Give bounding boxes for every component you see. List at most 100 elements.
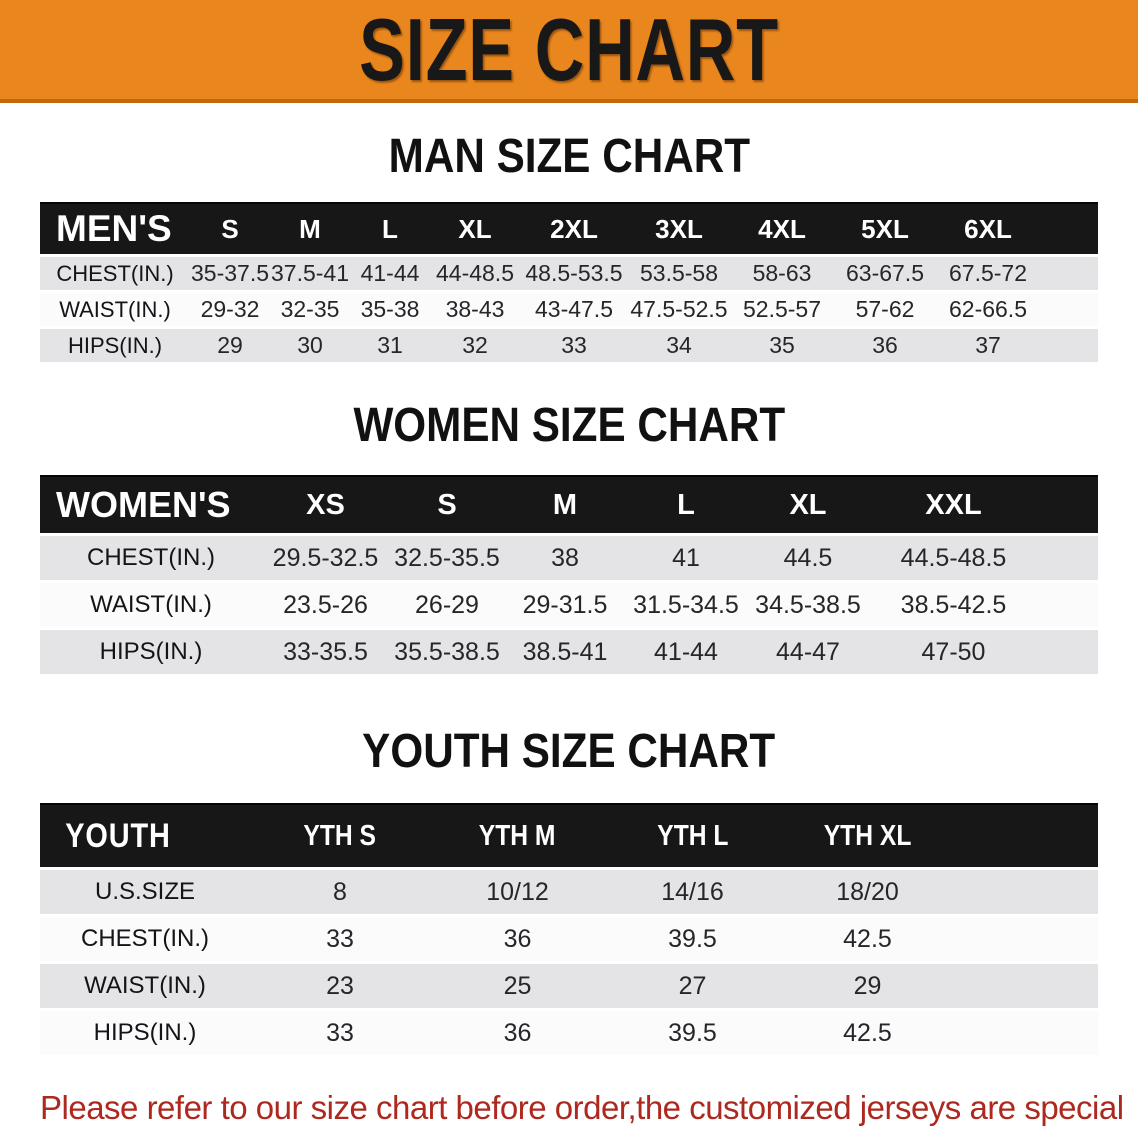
youth-column-header-text: YTH S [303,819,377,852]
men-size-cell: 67.5-72 [936,254,1040,292]
youth-size-cell: 18/20 [780,867,955,916]
women-column-header-text: M [552,488,578,521]
youth-size-cell-text: 42.5 [843,924,892,953]
men-size-cell-text: 33 [561,332,587,358]
women-size-cell: 41-44 [625,627,747,674]
youth-row-label: U.S.SIZE [40,867,250,916]
men-table-label: MEN'S [40,202,190,257]
women-size-cell-text: 38.5-42.5 [900,590,1007,619]
women-size-cell: 44.5 [747,533,869,582]
youth-size-cell-text: 36 [503,1018,532,1047]
youth-size-cell-text: 39.5 [668,1018,717,1047]
men-size-cell: 34 [628,326,730,362]
youth-size-cell: 10/12 [430,867,605,916]
men-column-header: XL [430,202,520,257]
women-section-heading: WOMEN SIZE CHART [0,398,1138,453]
youth-table-row: WAIST(IN.) 23 25 27 29 [40,961,1098,1010]
youth-size-cell-text: 33 [326,924,354,953]
youth-size-cell: 33 [250,914,430,963]
men-cell-spacer [1040,290,1098,328]
women-size-cell: 26-29 [389,580,505,629]
youth-section-heading: YOUTH SIZE CHART [0,724,1138,779]
youth-column-header: YTH M [430,803,605,870]
men-column-header: M [270,202,350,257]
youth-cell-spacer [955,961,1098,1010]
men-column-header: 2XL [520,202,628,257]
women-column-header-text: XL [789,488,827,521]
men-size-cell: 32 [430,326,520,362]
women-size-cell-text: 44-47 [776,637,840,666]
youth-size-cell-text: 36 [503,924,532,953]
youth-table-row: U.S.SIZE 8 10/12 14/16 18/20 [40,867,1098,916]
youth-header-spacer [955,803,1098,870]
youth-row-label-text: CHEST(IN.) [81,925,209,952]
youth-size-cell-text: 27 [678,971,707,1000]
women-size-cell-text: 32.5-35.5 [394,543,500,572]
youth-table-label-text: YOUTH [65,816,171,855]
men-table-label-text: MEN'S [56,208,172,249]
men-column-header-text: 5XL [861,213,909,244]
women-table-row: CHEST(IN.) 29.5-32.5 32.5-35.5 38 41 44.5 44.5… [40,533,1098,582]
men-size-cell-text: 48.5-53.5 [525,260,623,286]
men-size-cell-text: 62-66.5 [948,296,1027,322]
youth-size-cell-text: 25 [503,971,532,1000]
youth-size-cell: 27 [605,961,780,1010]
women-size-cell: 38.5-41 [505,627,625,674]
youth-size-cell: 33 [250,1008,430,1055]
banner-title: SIZE CHART [359,0,779,99]
men-column-header-text: 4XL [758,213,806,244]
men-row-label: HIPS(IN.) [40,326,190,362]
men-size-cell-text: 36 [872,332,898,358]
men-size-cell: 35 [730,326,834,362]
youth-size-table: YOUTH YTH S YTH M YTH L YTH XL U.S.SIZE 8 10/1… [40,803,1098,1055]
women-size-cell-text: 47-50 [921,637,986,666]
women-size-cell-text: 38.5-41 [522,637,608,666]
youth-row-label-text: U.S.SIZE [94,878,196,905]
women-column-header-text: XS [306,488,345,521]
men-size-cell-text: 43-47.5 [534,296,613,322]
youth-size-cell-text: 33 [326,1018,354,1047]
women-column-header: M [505,475,625,536]
men-size-cell: 35-37.5 [190,254,270,292]
women-size-cell: 31.5-34.5 [625,580,747,629]
men-size-cell-text: 29-32 [200,296,260,322]
women-column-header: XXL [869,475,1038,536]
men-column-header-text: L [382,213,398,244]
men-size-cell-text: 67.5-72 [948,260,1027,286]
women-size-cell-text: 41 [672,543,700,572]
women-size-cell: 38.5-42.5 [869,580,1038,629]
women-size-cell-text: 38 [551,543,579,572]
women-row-label-text: HIPS(IN.) [99,638,203,665]
men-size-cell-text: 57-62 [855,296,915,322]
men-table-row: WAIST(IN.) 29-32 32-35 35-38 38-43 43-47.5 47.… [40,290,1098,328]
men-size-cell-text: 32 [462,332,488,358]
women-size-cell: 35.5-38.5 [389,627,505,674]
women-size-cell-text: 33-35.5 [283,637,368,666]
men-size-cell: 32-35 [270,290,350,328]
men-cell-spacer [1040,326,1098,362]
men-column-header-text: S [221,213,239,244]
youth-size-cell: 23 [250,961,430,1010]
men-row-label-text: WAIST(IN.) [59,296,171,322]
youth-size-cell-text: 18/20 [836,877,899,906]
men-column-header-text: 2XL [550,213,598,244]
women-size-cell: 44.5-48.5 [869,533,1038,582]
men-column-header-text: 6XL [964,213,1012,244]
youth-row-label-text: HIPS(IN.) [93,1019,197,1046]
youth-table-label: YOUTH [40,803,250,870]
men-section-heading-text: MAN SIZE CHART [388,130,750,183]
men-size-cell: 57-62 [834,290,936,328]
women-size-cell-text: 26-29 [415,590,479,619]
women-size-cell-text: 44.5 [783,543,833,572]
men-size-cell: 30 [270,326,350,362]
women-header-row: WOMEN'S XS S M L XL XXL [40,475,1098,536]
men-size-table: MEN'S S M L XL 2XL 3XL 4XL 5XL 6XL CHEST(IN.) 35-3… [40,202,1098,362]
women-section-heading-text: WOMEN SIZE CHART [353,399,785,452]
women-size-cell: 34.5-38.5 [747,580,869,629]
youth-size-cell: 25 [430,961,605,1010]
women-size-cell-text: 44.5-48.5 [900,543,1007,572]
men-size-cell: 29-32 [190,290,270,328]
banner: SIZE CHART [0,0,1138,103]
youth-column-header: YTH L [605,803,780,870]
